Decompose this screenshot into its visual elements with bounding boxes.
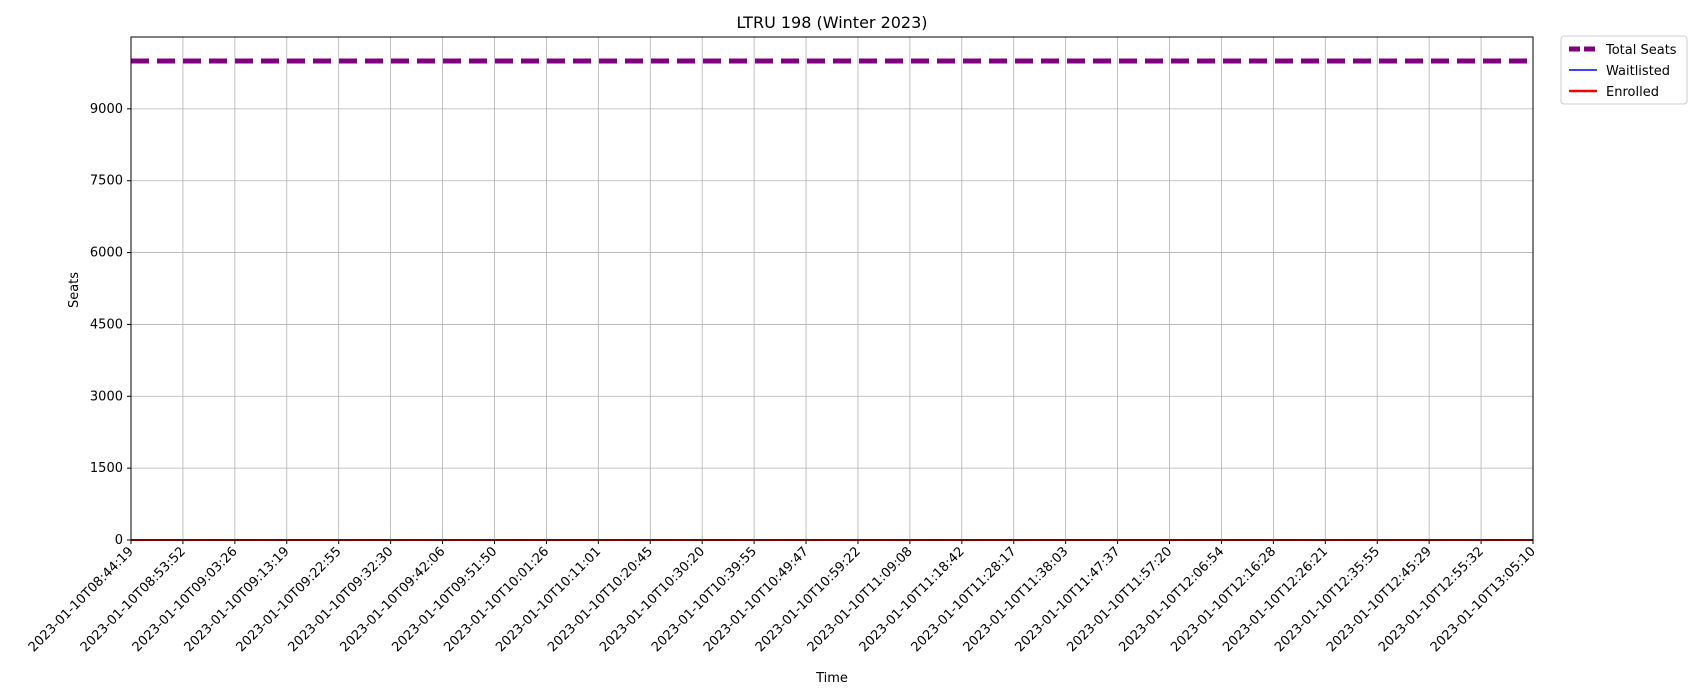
legend-box — [1560, 35, 1688, 105]
x-axis-label: Time — [815, 671, 848, 686]
plot-frame — [130, 36, 1534, 541]
y-axis: 0 1500 3000 4500 6000 7500 9000 — [90, 102, 131, 548]
legend-label: Enrolled — [1606, 85, 1659, 100]
y-tick-label: 6000 — [90, 246, 123, 261]
chart-title: LTRU 198 (Winter 2023) — [736, 13, 927, 32]
y-tick-label: 1500 — [90, 461, 123, 476]
y-tick-label: 7500 — [90, 174, 123, 189]
legend-label: Waitlisted — [1606, 64, 1670, 79]
y-tick-label: 3000 — [90, 389, 123, 404]
legend-label: Total Seats — [1605, 43, 1677, 58]
legend: Total Seats Waitlisted Enrolled — [1560, 35, 1688, 105]
y-tick-label: 4500 — [90, 317, 123, 332]
y-tick-label: 9000 — [90, 102, 123, 117]
y-axis-label: Seats — [67, 272, 82, 308]
y-tick-label: 0 — [115, 533, 123, 548]
